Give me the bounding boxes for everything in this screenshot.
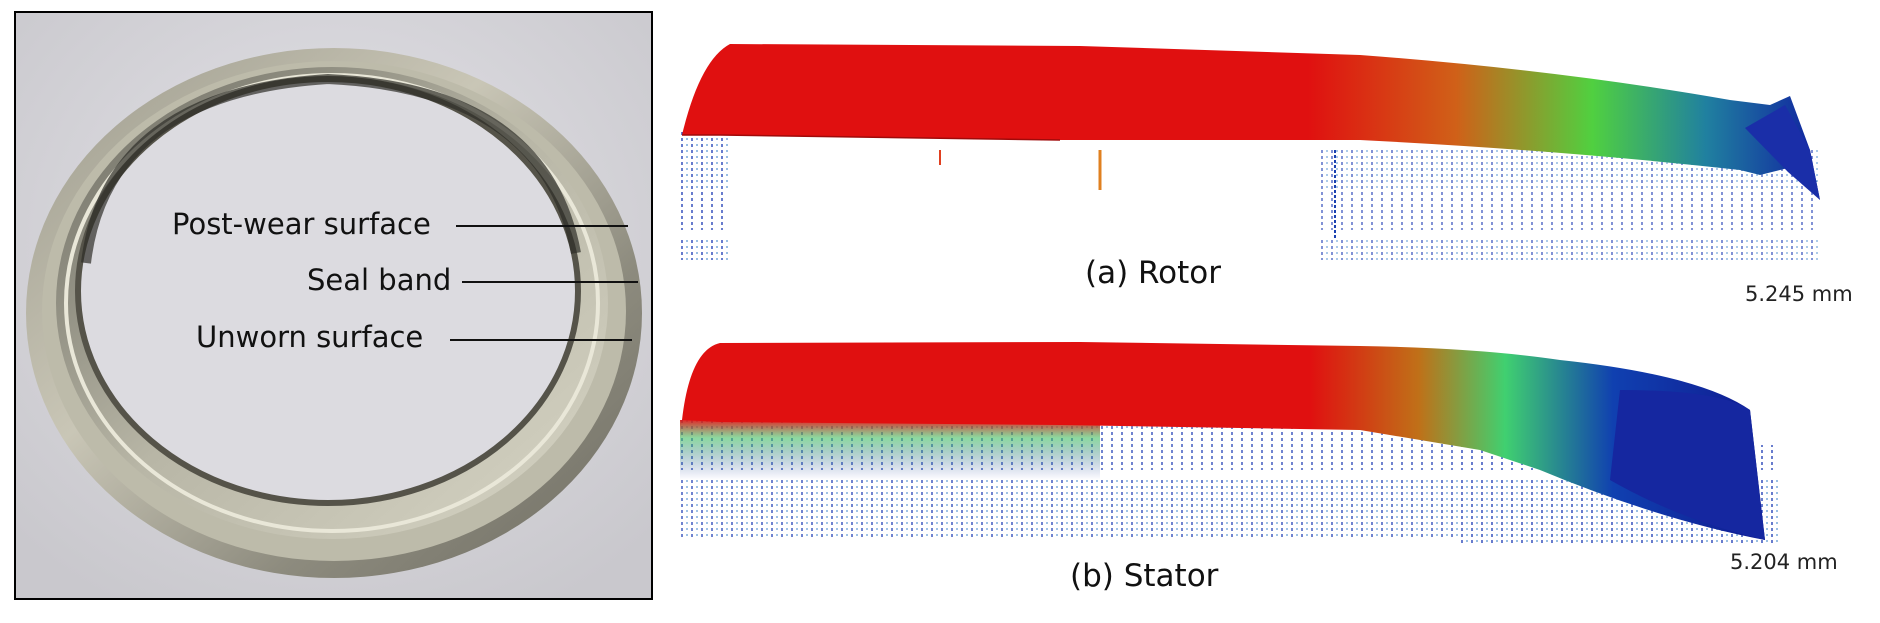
stator-profile bbox=[680, 342, 1780, 545]
profile-plots bbox=[680, 44, 1820, 545]
post-wear-surface-label: Post-wear surface bbox=[172, 207, 431, 241]
seal-band-label: Seal band bbox=[307, 263, 452, 297]
rotor-profile bbox=[680, 44, 1820, 260]
leader-lines bbox=[450, 225, 638, 341]
stator-scale-label: 5.204 mm bbox=[1730, 550, 1838, 574]
seal-ring-photo: Post-wear surface Seal band Unworn surfa… bbox=[14, 11, 653, 600]
rotor-scale-label: 5.245 mm bbox=[1745, 282, 1853, 306]
seal-ring-image bbox=[16, 13, 651, 598]
unworn-surface-label: Unworn surface bbox=[196, 320, 424, 354]
rotor-caption: (a) Rotor bbox=[1085, 255, 1222, 291]
surface-profiles: (a) Rotor 5.245 mm (b) Stator 5.204 mm bbox=[660, 0, 1880, 623]
stator-caption: (b) Stator bbox=[1070, 558, 1219, 594]
